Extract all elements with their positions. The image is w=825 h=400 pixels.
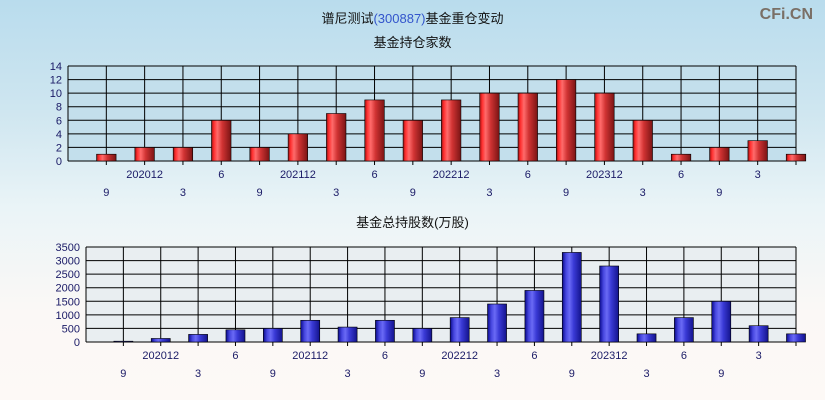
svg-text:6: 6 (531, 350, 537, 362)
svg-text:3: 3 (755, 169, 761, 181)
svg-text:202012: 202012 (126, 169, 163, 181)
svg-text:9: 9 (716, 187, 722, 199)
svg-text:202312: 202312 (591, 350, 628, 362)
svg-text:9: 9 (563, 187, 569, 199)
svg-text:500: 500 (62, 323, 80, 335)
svg-text:6: 6 (382, 350, 388, 362)
svg-text:6: 6 (371, 169, 377, 181)
svg-text:6: 6 (232, 350, 238, 362)
svg-text:3: 3 (333, 187, 339, 199)
svg-text:202212: 202212 (441, 350, 478, 362)
svg-text:14: 14 (50, 61, 62, 73)
svg-text:3500: 3500 (56, 242, 80, 254)
svg-text:0: 0 (74, 337, 80, 349)
svg-text:3: 3 (643, 368, 649, 380)
svg-text:9: 9 (419, 368, 425, 380)
svg-text:3: 3 (486, 187, 492, 199)
svg-text:202112: 202112 (280, 169, 316, 181)
svg-text:3: 3 (180, 187, 186, 199)
svg-text:1500: 1500 (56, 296, 80, 308)
svg-text:12: 12 (50, 75, 62, 87)
svg-text:202012: 202012 (142, 350, 179, 362)
svg-text:9: 9 (103, 187, 109, 199)
svg-text:3000: 3000 (56, 256, 80, 268)
svg-text:202312: 202312 (586, 169, 623, 181)
svg-text:2500: 2500 (56, 269, 80, 281)
svg-text:3: 3 (494, 368, 500, 380)
svg-text:0: 0 (56, 156, 62, 168)
svg-text:3: 3 (640, 187, 646, 199)
svg-text:8: 8 (56, 102, 62, 114)
svg-text:6: 6 (681, 350, 687, 362)
svg-text:9: 9 (120, 368, 126, 380)
svg-text:3: 3 (195, 368, 201, 380)
svg-text:6: 6 (678, 169, 684, 181)
svg-text:2000: 2000 (56, 283, 80, 295)
svg-text:1000: 1000 (56, 310, 80, 322)
svg-text:3: 3 (756, 350, 762, 362)
svg-text:6: 6 (56, 115, 62, 127)
svg-text:202212: 202212 (433, 169, 470, 181)
svg-text:6: 6 (525, 169, 531, 181)
svg-text:9: 9 (410, 187, 416, 199)
svg-text:2: 2 (56, 142, 62, 154)
svg-text:3: 3 (345, 368, 351, 380)
svg-text:4: 4 (56, 129, 62, 141)
svg-text:9: 9 (257, 187, 263, 199)
svg-text:202112: 202112 (292, 350, 328, 362)
svg-text:9: 9 (569, 368, 575, 380)
svg-text:10: 10 (50, 88, 62, 100)
svg-text:9: 9 (718, 368, 724, 380)
svg-text:6: 6 (218, 169, 224, 181)
svg-text:9: 9 (270, 368, 276, 380)
